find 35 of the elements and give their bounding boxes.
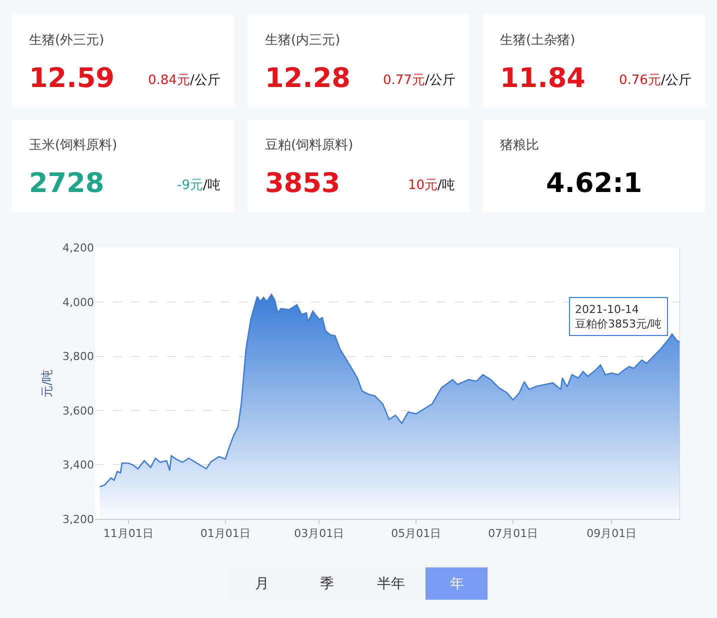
category-label: 生猪(土杂猪): [500, 33, 576, 48]
text: 年: [450, 576, 464, 592]
text: 0.84元/公斤: [148, 73, 220, 88]
text: 月: [255, 576, 269, 592]
y-tick-label: 4,000: [62, 296, 94, 309]
text: 12.59: [29, 63, 114, 94]
text: 11.84: [500, 63, 586, 94]
annotation: 2021-10-14 豆粕价3853元/吨: [575, 303, 662, 330]
y-tick-label: 3,800: [62, 350, 94, 364]
y-axis-title: 元/吨: [40, 369, 54, 398]
text: 10元/吨: [408, 178, 455, 193]
text: 季: [320, 576, 334, 592]
text: 2728: [29, 168, 104, 199]
text: 4.62:1: [546, 168, 642, 199]
text: -9元/吨: [177, 178, 220, 193]
category-label: 生猪(内三元): [265, 33, 340, 48]
category-label: 生猪(外三元): [29, 33, 104, 48]
x-tick-label: 05月01日: [391, 527, 442, 540]
y-tick-label: 3,400: [62, 458, 94, 472]
x-tick-label: 09月01日: [586, 527, 637, 540]
category-label: 猪粮比: [500, 138, 539, 153]
y-tick-label: 3,600: [62, 404, 94, 418]
text: 0.77元/公斤: [383, 73, 456, 88]
x-tick-label: 01月01日: [200, 527, 250, 540]
x-tick-label: 11月01日: [103, 527, 154, 540]
y-tick-label: 3,200: [62, 512, 94, 526]
x-tick-label: 07月01日: [488, 527, 538, 540]
y-tick-label: 4,200: [62, 242, 94, 255]
category-label: 玉米(饲料原料): [29, 138, 118, 153]
text: 12.28: [265, 63, 350, 94]
text: 3853: [265, 168, 340, 199]
text: 0.76元/公斤: [619, 73, 692, 88]
text: 半年: [377, 576, 405, 592]
category-label: 豆粕(饲料原料): [265, 138, 354, 153]
x-tick-label: 03月01日: [294, 527, 344, 540]
